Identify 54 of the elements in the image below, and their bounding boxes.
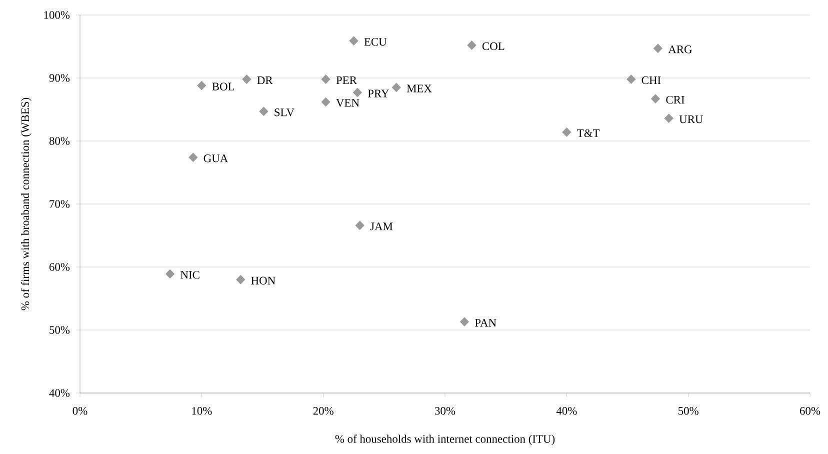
annotation: NIC xyxy=(180,271,200,279)
annotation: T&T xyxy=(577,129,600,138)
x-tick-label: 0% xyxy=(72,407,88,415)
point xyxy=(562,127,572,137)
x-tick-label: 10% xyxy=(192,407,212,415)
annotation: GUA xyxy=(204,154,228,162)
annotation: PAN xyxy=(474,319,496,327)
point xyxy=(392,82,401,92)
point xyxy=(653,44,663,54)
x-tick-label: 60% xyxy=(800,407,820,415)
point xyxy=(321,97,330,107)
point xyxy=(197,80,206,90)
annotation: PRY xyxy=(368,90,389,98)
annotation: SLV xyxy=(274,108,294,116)
annotation: ARG xyxy=(668,46,692,54)
point xyxy=(467,40,476,50)
x-tick-label: 40% xyxy=(556,407,577,415)
point xyxy=(349,36,358,46)
annotation: JAM xyxy=(370,222,393,230)
point xyxy=(664,114,674,124)
y-axis-title: % of firms with broaband connection (WBES) xyxy=(20,98,32,310)
point xyxy=(188,152,198,162)
annotation: ECU xyxy=(364,38,387,46)
y-tick-label: 50% xyxy=(50,326,70,334)
point xyxy=(355,220,364,230)
annotation: CRI xyxy=(666,96,684,104)
y-tick-label: 70% xyxy=(50,200,70,208)
point xyxy=(259,106,268,116)
annotation: CHI xyxy=(642,76,661,84)
point xyxy=(352,88,362,98)
annotation: VEN xyxy=(336,99,360,107)
point xyxy=(242,74,252,84)
point xyxy=(321,74,330,84)
point xyxy=(165,269,175,279)
y-tick-label: 90% xyxy=(49,74,70,82)
annotation: BOL xyxy=(212,82,234,90)
point xyxy=(626,74,636,84)
x-tick-label: 50% xyxy=(678,407,698,415)
point xyxy=(460,317,470,327)
annotation: HON xyxy=(251,276,276,284)
annotation: DR xyxy=(257,76,273,84)
y-tick-label: 40% xyxy=(49,389,70,397)
annotation: URU xyxy=(679,116,704,124)
annotation: COL xyxy=(482,42,504,50)
y-tick-label: 100% xyxy=(44,11,70,19)
x-tick-label: 30% xyxy=(435,407,456,415)
y-tick-label: 60% xyxy=(49,263,70,271)
x-tick-label: 20% xyxy=(313,407,334,415)
x-axis-title: % of households with internet connection (ITU) xyxy=(335,434,555,446)
annotation: MEX xyxy=(406,84,432,92)
point xyxy=(650,94,660,104)
y-tick-label: 80% xyxy=(49,137,70,145)
point xyxy=(236,274,246,284)
annotation: PER xyxy=(336,76,357,84)
